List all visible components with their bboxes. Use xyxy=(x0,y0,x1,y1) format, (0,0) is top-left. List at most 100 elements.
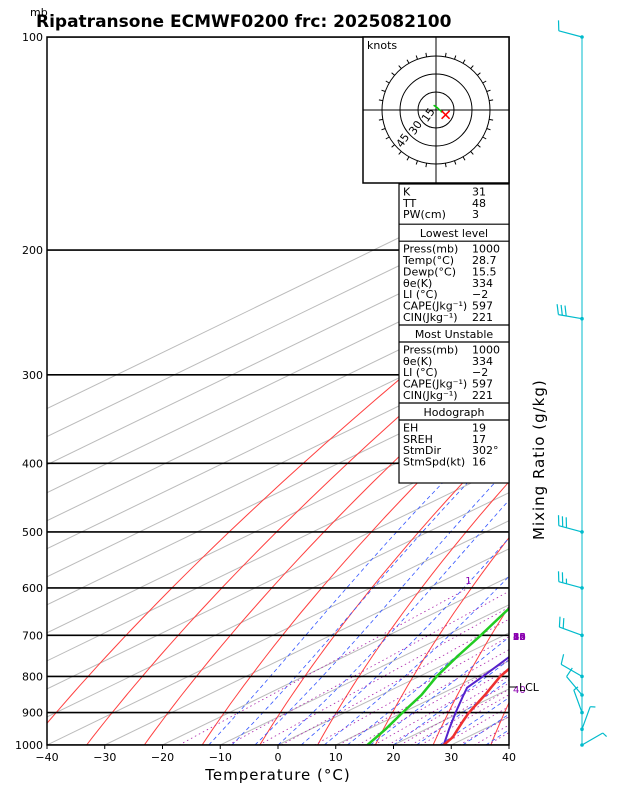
dry-adiabat-line xyxy=(259,433,509,745)
indices-frame xyxy=(398,183,510,484)
index-label: PW(cm) xyxy=(403,208,446,221)
isotherm-line xyxy=(47,436,509,662)
mixing-ratio-line xyxy=(459,716,509,745)
wind-barb-dot xyxy=(580,316,584,321)
isotherm-line xyxy=(47,408,509,634)
mixing-ratio-label: 14 xyxy=(513,632,526,643)
index-label: LI (°C) xyxy=(403,366,438,379)
pressure-tick-label: 400 xyxy=(22,457,43,470)
hodograph-tick xyxy=(406,156,410,161)
wind-barb-flag xyxy=(556,304,559,315)
pressure-tick-labels: 100 200 300 400 500 600 700 800 900 1000 xyxy=(15,31,43,752)
index-value: 334 xyxy=(472,355,493,368)
hodograph-ring xyxy=(417,91,455,129)
temperature-tick-label: 40 xyxy=(502,751,516,764)
mixing-ratio-line xyxy=(228,590,509,745)
index-value: 16 xyxy=(472,456,486,469)
indices-table: K 31 TT 48 PW(cm) 3 Lowest level Press(mb) 1000 T… xyxy=(398,183,510,484)
mixing-ratio-label: 6 xyxy=(513,632,519,643)
pressure-unit-label: mb xyxy=(30,6,48,19)
hodograph-tick xyxy=(385,80,390,84)
wind-barb-shaft xyxy=(566,676,583,696)
temperature-curve xyxy=(442,667,509,745)
pressure-tick-label: 200 xyxy=(22,244,43,257)
wind-barb-shaft xyxy=(581,732,604,746)
hodograph-tick xyxy=(470,151,474,155)
index-label: Temp(°C) xyxy=(402,254,454,267)
isotherm-line xyxy=(47,464,509,690)
wind-barb-shaft xyxy=(558,525,583,533)
wind-barbs xyxy=(556,20,608,747)
wind-barb-dot xyxy=(580,35,584,39)
index-label: SREH xyxy=(403,433,433,446)
index-value: 334 xyxy=(472,277,493,290)
hodograph-tick xyxy=(454,160,457,165)
index-value: 1000 xyxy=(472,343,500,356)
index-label: θe(K) xyxy=(403,277,432,290)
mixing-ratio-label: 30 xyxy=(513,632,526,643)
wind-barb-dot xyxy=(580,530,584,534)
pressure-tick-label: 800 xyxy=(22,670,43,683)
pressure-tick-label: 300 xyxy=(22,369,43,382)
dry-adiabat-line xyxy=(432,605,509,745)
index-value: 221 xyxy=(472,389,493,402)
hodograph-tick xyxy=(378,118,383,121)
wind-barb-flag xyxy=(602,732,608,738)
index-label: TT xyxy=(402,197,417,210)
hodograph-tick xyxy=(462,156,466,161)
isotherm-line xyxy=(47,267,509,494)
mixing-ratio-axis-label: Mixing Ratio (g/kg) xyxy=(530,379,548,540)
mixing-ratio-line xyxy=(258,606,509,745)
index-value: 19 xyxy=(472,421,486,434)
temperature-tick-labels: −40 −30 −20 −10 0 10 20 30 40 xyxy=(35,745,516,764)
index-label: Press(mb) xyxy=(403,343,458,356)
temperature-tick-label: −10 xyxy=(209,751,232,764)
isotherm-line xyxy=(47,323,509,550)
moist-adiabat-line xyxy=(208,415,509,745)
mixing-ratio-label: 3 xyxy=(513,632,519,643)
wind-barb-dot xyxy=(580,633,584,638)
isotherm-line xyxy=(220,604,509,745)
pressure-tick-label: 100 xyxy=(22,31,43,44)
profiles xyxy=(366,606,509,745)
pressure-tick-label: 900 xyxy=(22,707,43,720)
mixing-ratio-line xyxy=(357,659,509,745)
indices-section-title: Lowest level xyxy=(420,227,488,240)
indices-section-title: Hodograph xyxy=(424,406,485,419)
dry-adiabat-line xyxy=(317,481,509,745)
mixing-ratio-label: 2 xyxy=(513,632,519,643)
mixing-ratio-line xyxy=(420,694,509,745)
index-value: 302° xyxy=(472,444,499,457)
wind-barb-dot xyxy=(580,743,584,747)
wind-barb-flag xyxy=(558,616,561,628)
indices-section-title: Most Unstable xyxy=(415,328,494,341)
index-value: −2 xyxy=(472,366,488,379)
hodograph-tick xyxy=(385,136,390,140)
hodograph-tick xyxy=(477,72,481,76)
wind-barb-shaft xyxy=(558,30,583,38)
temperature-tick-label: 10 xyxy=(329,751,343,764)
hodograph-tick xyxy=(444,163,447,168)
index-label: Dewp(°C) xyxy=(403,265,456,278)
isotherm-line xyxy=(162,576,509,745)
mixing-ratio-label: 25 xyxy=(513,632,526,643)
hodograph-trace xyxy=(433,104,451,120)
wind-barb-shaft xyxy=(560,663,583,677)
hodograph-tick xyxy=(398,151,402,155)
hodograph-tick xyxy=(381,89,386,92)
temperature-tick-label: 20 xyxy=(387,751,401,764)
index-value: 221 xyxy=(472,311,493,324)
dry-adiabat-line xyxy=(47,288,509,725)
hodograph-tick xyxy=(381,128,386,131)
index-label: CIN(Jkg⁻¹) xyxy=(403,311,458,324)
wind-barb-flag xyxy=(560,304,563,316)
hodograph-tick xyxy=(406,59,410,64)
index-value: 31 xyxy=(472,185,486,198)
dry-adiabat-line xyxy=(374,536,509,745)
thermo-grid xyxy=(47,37,509,745)
isotherm-line xyxy=(47,211,509,438)
hodograph-tick xyxy=(486,128,491,131)
wind-barb-flag xyxy=(566,667,573,677)
storm-motion-marker xyxy=(441,110,451,120)
